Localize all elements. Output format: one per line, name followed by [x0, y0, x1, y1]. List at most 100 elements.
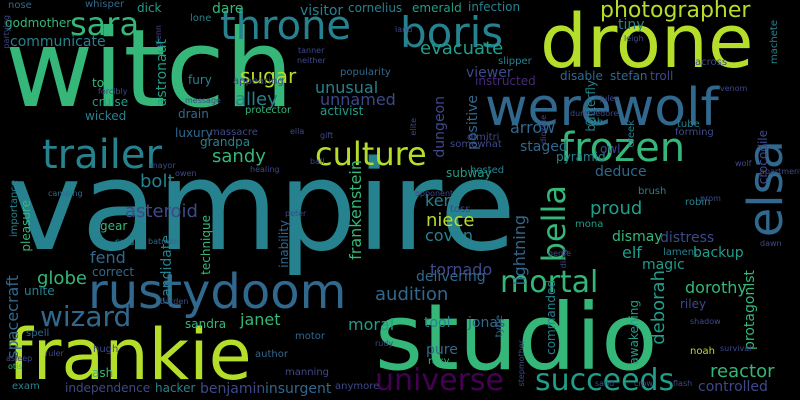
word-hacker: hacker: [155, 381, 196, 395]
word-anymore: anymore: [335, 381, 380, 392]
word-toll: toll: [92, 76, 111, 90]
word-sara: sara: [70, 5, 140, 43]
word-drone: drone: [540, 0, 754, 85]
word-dawn: dawn: [760, 239, 782, 248]
word-slipper: slipper: [498, 56, 532, 67]
word-owen: owen: [175, 169, 197, 178]
word-dioxide: dioxide: [539, 115, 548, 144]
word-cub: cub: [585, 117, 604, 128]
word-dick: dick: [137, 1, 162, 15]
word-tiny: tiny: [618, 17, 645, 33]
word-benjamin: benjamin: [200, 381, 266, 397]
word-bolt: bolt: [140, 171, 175, 192]
word-lament: lament: [663, 247, 699, 258]
word-unnamed: unnamed: [320, 90, 396, 109]
word-insurgent: insurgent: [265, 381, 332, 397]
word-ash: ash: [92, 366, 114, 380]
word-fend: fend: [90, 248, 126, 267]
word-astronaut: astronaut: [154, 39, 170, 107]
word-janet: janet: [240, 310, 281, 329]
word-rudy: rudy: [375, 339, 394, 348]
word-drain: drain: [178, 107, 209, 121]
word-sand: sand: [595, 379, 615, 388]
word-succeeds: succeeds: [535, 363, 675, 398]
word-crow: crow: [634, 379, 653, 388]
word-hosted: hosted: [470, 165, 505, 176]
word-dismay: dismay: [612, 229, 663, 245]
word-disable: disable: [560, 69, 603, 83]
word-niece: niece: [426, 210, 475, 231]
word-lone: lone: [190, 13, 212, 24]
word-robin: robin: [685, 197, 711, 208]
word-luxury: luxury: [175, 126, 213, 140]
word-elf: elf: [622, 243, 642, 262]
word-jonas: jonas: [468, 315, 506, 331]
word-flash: flash: [673, 379, 693, 388]
word-vampire: vampire: [8, 135, 516, 279]
word-batman: batman: [148, 237, 179, 246]
word-rustydoom: rustydoom: [88, 264, 347, 320]
word-stepmother: stepmother: [517, 340, 526, 387]
word-asleep: asleep: [6, 354, 33, 363]
word-partying: partying: [2, 15, 11, 49]
word-tube: tube: [677, 119, 700, 130]
word-camping: camping: [48, 189, 83, 198]
word-apartment: apartment: [760, 167, 800, 176]
word-roxy: roxy: [428, 356, 450, 367]
word-pyramid: pyramid: [556, 150, 606, 164]
word-emerald: emerald: [412, 1, 462, 15]
word-dimitri: dimitri: [467, 132, 500, 143]
word-sugar: sugar: [240, 64, 297, 88]
word-peter: peter: [285, 209, 307, 218]
word-owl: owl: [600, 142, 621, 156]
word-message: message: [185, 96, 221, 105]
word-genre: genre: [548, 249, 572, 258]
word-leigh: leigh: [624, 34, 644, 43]
word-universe: universe: [375, 363, 504, 398]
word-butterfly: butterfly: [584, 80, 598, 132]
word-correct: correct: [92, 265, 135, 279]
word-sandy: sandy: [212, 146, 266, 167]
word-across: across: [695, 57, 728, 68]
word-photographer: photographer: [600, 0, 751, 23]
word-hugh: hugh: [93, 344, 119, 355]
word-frankenstein: frankenstein: [346, 160, 365, 260]
word-nose: nose: [8, 0, 32, 11]
word-pleasure: pleasure: [19, 200, 33, 252]
word-appearing: appearing: [233, 76, 284, 87]
word-delivering: delivering: [416, 269, 486, 285]
word-staged: staged: [520, 139, 568, 155]
word-motor: motor: [295, 331, 326, 342]
word-commanded: commanded: [544, 280, 558, 355]
word-trailer: trailer: [42, 132, 162, 178]
word-deborah: deborah: [648, 270, 669, 345]
word-burden: burden: [160, 297, 189, 306]
word-tool: tool: [424, 315, 451, 331]
word-manning: manning: [285, 367, 330, 378]
word-dumbledore: dumbledore: [570, 109, 619, 118]
word-importance: importance: [9, 180, 20, 238]
word-troll: troll: [650, 69, 674, 83]
word-distress: distress: [660, 230, 715, 246]
word-sandra: sandra: [185, 317, 227, 331]
word-throne: throne: [220, 3, 352, 49]
word-venom: venom: [720, 84, 748, 93]
word-whisper: whisper: [85, 0, 125, 10]
word-unite: unite: [24, 284, 55, 298]
word-brush: brush: [638, 186, 667, 197]
word-glenn: glenn: [154, 25, 163, 48]
word-machete: machete: [769, 20, 780, 64]
word-gift: gift: [320, 131, 334, 140]
word-alley: alley: [235, 89, 278, 110]
word-author: author: [255, 349, 288, 360]
word-reactor: reactor: [710, 361, 775, 382]
word-otis: otis: [8, 362, 23, 371]
word-activist: activist: [320, 104, 364, 118]
word-technique: technique: [199, 215, 213, 275]
word-audition: audition: [375, 284, 449, 305]
word-coven: coven: [425, 226, 474, 245]
word-dungeon: dungeon: [432, 96, 448, 158]
word-subway: subway: [446, 166, 492, 180]
word-cruise: cruise: [92, 95, 129, 109]
